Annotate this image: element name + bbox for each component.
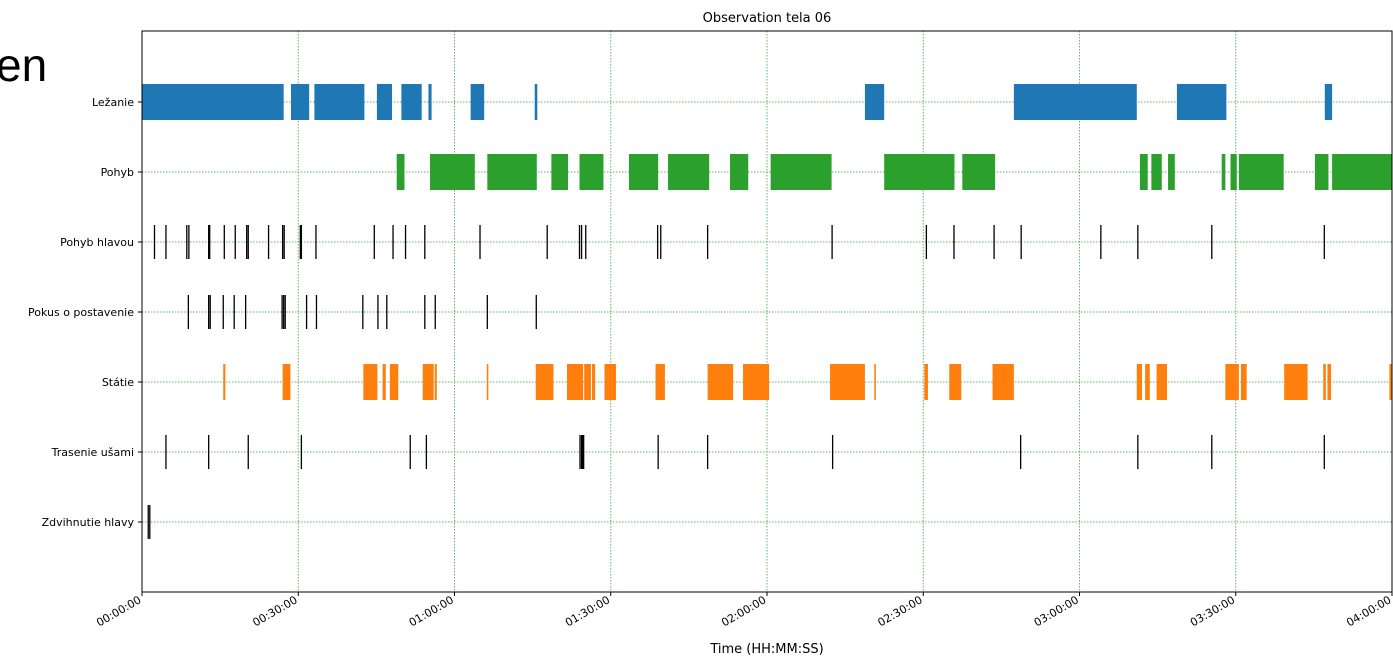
bar-segment <box>874 364 876 400</box>
bar-segment <box>314 84 365 120</box>
series-row-0 <box>142 84 1333 120</box>
bar-segment <box>376 84 392 120</box>
bar-segment <box>1230 154 1237 190</box>
bar-segment <box>949 364 962 400</box>
bar-segment <box>1284 364 1308 400</box>
bar-segment <box>142 84 284 120</box>
bar-segment <box>486 364 489 400</box>
bar-segment <box>1176 84 1227 120</box>
x-tick-label: 03:00:00 <box>1032 593 1081 629</box>
bar-segment <box>1151 154 1162 190</box>
series-row-3 <box>187 295 537 329</box>
series-row-4 <box>223 364 1392 400</box>
x-tick-label: 00:30:00 <box>250 593 299 629</box>
bar-segment <box>389 364 399 400</box>
bar-segment <box>487 154 537 190</box>
bar-segment <box>1145 364 1150 400</box>
bar-segment <box>1221 154 1226 190</box>
bar-segment <box>1156 364 1167 400</box>
bar-segment <box>290 84 310 120</box>
bar-segment <box>1168 154 1175 190</box>
bar-segment <box>535 364 554 400</box>
y-axis: Ležanie Pohyb Pohyb hlavou Pokus o postaven… <box>28 96 142 529</box>
bar-segment <box>924 364 928 400</box>
bar-segment <box>282 364 291 400</box>
bar-segment <box>707 364 734 400</box>
bar-segment <box>470 84 485 120</box>
x-tick-label: 04:00:00 <box>1344 593 1393 629</box>
x-tick-label: 02:30:00 <box>875 593 924 629</box>
bar-segment <box>382 364 386 400</box>
bar-segment <box>604 364 616 400</box>
bar-segment <box>428 84 432 120</box>
bar-segment <box>1314 154 1329 190</box>
y-tick-label: Zdvihnutie hlavy <box>42 516 135 529</box>
bar-segment <box>628 154 659 190</box>
y-tick-label: Státie <box>102 376 134 389</box>
bar-segment <box>830 364 865 400</box>
bar-segment <box>396 154 405 190</box>
bars-layer <box>142 84 1392 539</box>
y-tick-label: Pokus o postavenie <box>28 306 134 319</box>
bar-segment <box>1389 364 1392 400</box>
x-tick-label: 02:00:00 <box>719 593 768 629</box>
bar-segment <box>730 154 749 190</box>
bar-segment <box>1139 154 1148 190</box>
bar-segment <box>668 154 710 190</box>
series-row-1 <box>396 154 1392 190</box>
x-axis-label: Time (HH:MM:SS) <box>709 642 823 657</box>
bar-segment <box>584 364 591 400</box>
cropped-heading-fragment: en <box>0 39 48 91</box>
bar-segment <box>1013 84 1137 120</box>
bar-segment <box>567 364 584 400</box>
y-tick-label: Pohyb hlavou <box>60 236 134 249</box>
bar-segment <box>401 84 422 120</box>
bar-segment <box>1238 154 1284 190</box>
bar-segment <box>1327 364 1332 400</box>
series-row-6 <box>147 505 151 539</box>
bar-segment <box>434 364 437 400</box>
y-tick-label: Pohyb <box>101 166 134 179</box>
bar-segment <box>579 154 604 190</box>
bar-segment <box>1240 364 1247 400</box>
bar-segment <box>655 364 665 400</box>
x-tick-label: 00:00:00 <box>94 593 143 629</box>
bar-segment <box>770 154 832 190</box>
x-tick-label: 03:30:00 <box>1188 593 1237 629</box>
series-row-5 <box>165 435 1325 469</box>
x-tick-label: 01:30:00 <box>563 593 612 629</box>
bar-segment <box>430 154 475 190</box>
bar-segment <box>1136 364 1142 400</box>
bar-segment <box>363 364 378 400</box>
bar-segment <box>992 364 1014 400</box>
bar-segment <box>743 364 770 400</box>
x-tick-label: 01:00:00 <box>407 593 456 629</box>
bar-segment <box>962 154 996 190</box>
bar-segment <box>1323 364 1326 400</box>
y-tick-label: Trasenie ušami <box>51 446 134 459</box>
bar-segment <box>534 84 538 120</box>
bar-segment <box>1324 84 1333 120</box>
bar-segment <box>864 84 885 120</box>
bar-segment <box>1225 364 1239 400</box>
bar-segment <box>223 364 226 400</box>
chart-title: Observation tela 06 <box>703 11 832 26</box>
y-tick-label: Ležanie <box>92 96 134 109</box>
bar-segment <box>551 154 569 190</box>
bar-segment <box>422 364 434 400</box>
bar-segment <box>1332 154 1392 190</box>
series-row-2 <box>153 225 1325 259</box>
bar-segment <box>884 154 955 190</box>
bar-segment <box>592 364 596 400</box>
x-axis: 00:00:00 00:30:00 01:00:00 01:30:00 02:00:00… <box>94 592 1393 629</box>
